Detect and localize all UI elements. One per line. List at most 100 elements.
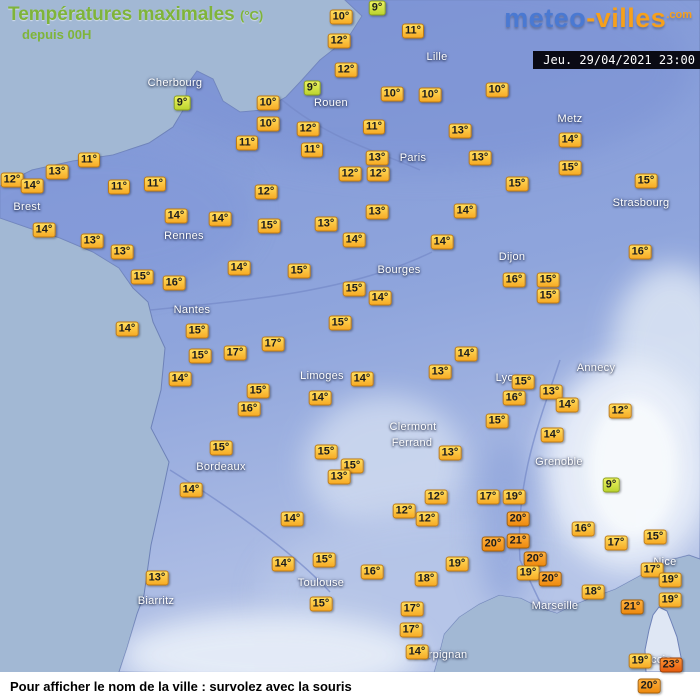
temp-label[interactable]: 20° <box>523 551 547 567</box>
temp-label[interactable]: 18° <box>581 584 605 600</box>
temp-label[interactable]: 14° <box>271 556 295 572</box>
temp-label[interactable]: 18° <box>414 571 438 587</box>
temp-label[interactable]: 14° <box>164 208 188 224</box>
temp-label[interactable]: 16° <box>237 401 261 417</box>
logo[interactable]: meteo-villes.com <box>504 3 692 34</box>
temp-label[interactable]: 10° <box>485 82 509 98</box>
temp-label[interactable]: 17° <box>400 601 424 617</box>
temp-label[interactable]: 19° <box>445 556 469 572</box>
temp-label[interactable]: 13° <box>145 570 169 586</box>
temp-label[interactable]: 16° <box>360 564 384 580</box>
temp-label[interactable]: 12° <box>366 166 390 182</box>
temp-label[interactable]: 15° <box>185 323 209 339</box>
temp-label[interactable]: 17° <box>604 535 628 551</box>
temp-label[interactable]: 14° <box>179 482 203 498</box>
temp-label[interactable]: 19° <box>516 565 540 581</box>
temp-label[interactable]: 13° <box>448 123 472 139</box>
temp-label[interactable]: 11° <box>362 119 386 135</box>
temp-label[interactable]: 14° <box>555 397 579 413</box>
temp-label[interactable]: 14° <box>454 346 478 362</box>
temp-label[interactable]: 16° <box>628 244 652 260</box>
temp-label[interactable]: 12° <box>392 503 416 519</box>
temp-label[interactable]: 19° <box>628 653 652 669</box>
temp-label[interactable]: 12° <box>338 166 362 182</box>
temp-label[interactable]: 20° <box>637 678 661 694</box>
temp-label[interactable]: 16° <box>571 521 595 537</box>
temp-label[interactable]: 14° <box>558 132 582 148</box>
temp-label[interactable]: 15° <box>246 383 270 399</box>
temp-label[interactable]: 10° <box>380 86 404 102</box>
temp-label[interactable]: 9° <box>303 80 321 96</box>
temp-label[interactable]: 17° <box>261 336 285 352</box>
temp-label[interactable]: 14° <box>227 260 251 276</box>
temp-label[interactable]: 20° <box>481 536 505 552</box>
temp-label[interactable]: 14° <box>280 511 304 527</box>
temp-label[interactable]: 13° <box>468 150 492 166</box>
temp-label[interactable]: 20° <box>506 511 530 527</box>
temp-label[interactable]: 12° <box>0 172 24 188</box>
temp-label[interactable]: 12° <box>415 511 439 527</box>
temp-label[interactable]: 11° <box>77 152 101 168</box>
temp-label[interactable]: 15° <box>485 413 509 429</box>
temp-label[interactable]: 15° <box>188 348 212 364</box>
temp-label[interactable]: 17° <box>223 345 247 361</box>
temp-label[interactable]: 21° <box>620 599 644 615</box>
temp-label[interactable]: 13° <box>327 469 351 485</box>
temp-label[interactable]: 11° <box>401 23 425 39</box>
temp-label[interactable]: 16° <box>502 390 526 406</box>
temp-label[interactable]: 13° <box>110 244 134 260</box>
temp-label[interactable]: 11° <box>235 135 259 151</box>
temp-label[interactable]: 16° <box>502 272 526 288</box>
temp-label[interactable]: 15° <box>536 288 560 304</box>
temp-label[interactable]: 17° <box>399 622 423 638</box>
temp-label[interactable]: 14° <box>115 321 139 337</box>
temp-label[interactable]: 14° <box>20 178 44 194</box>
temp-label[interactable]: 13° <box>428 364 452 380</box>
temp-label[interactable]: 12° <box>424 489 448 505</box>
temp-label[interactable]: 15° <box>328 315 352 331</box>
temp-label[interactable]: 15° <box>511 374 535 390</box>
temp-label[interactable]: 14° <box>32 222 56 238</box>
temp-label[interactable]: 10° <box>329 9 353 25</box>
temp-label[interactable]: 14° <box>368 290 392 306</box>
temp-label[interactable]: 16° <box>162 275 186 291</box>
temp-label[interactable]: 13° <box>80 233 104 249</box>
temp-label[interactable]: 19° <box>502 489 526 505</box>
temp-label[interactable]: 9° <box>602 477 620 493</box>
temp-label[interactable]: 14° <box>308 390 332 406</box>
weather-map[interactable] <box>0 0 700 677</box>
temp-label[interactable]: 10° <box>256 95 280 111</box>
temp-label[interactable]: 12° <box>334 62 358 78</box>
temp-label[interactable]: 15° <box>643 529 667 545</box>
temp-label[interactable]: 12° <box>254 184 278 200</box>
temp-label[interactable]: 10° <box>418 87 442 103</box>
temp-label[interactable]: 12° <box>608 403 632 419</box>
temp-label[interactable]: 17° <box>640 562 664 578</box>
temp-label[interactable]: 15° <box>558 160 582 176</box>
temp-label[interactable]: 14° <box>208 211 232 227</box>
temp-label[interactable]: 10° <box>256 116 280 132</box>
temp-label[interactable]: 14° <box>405 644 429 660</box>
temp-label[interactable]: 12° <box>296 121 320 137</box>
temp-label[interactable]: 9° <box>173 95 191 111</box>
temp-label[interactable]: 9° <box>368 0 386 16</box>
temp-label[interactable]: 13° <box>365 204 389 220</box>
temp-label[interactable]: 15° <box>209 440 233 456</box>
temp-label[interactable]: 21° <box>506 533 530 549</box>
temp-label[interactable]: 23° <box>659 657 683 673</box>
temp-label[interactable]: 15° <box>130 269 154 285</box>
temp-label[interactable]: 11° <box>143 176 167 192</box>
temp-label[interactable]: 12° <box>327 33 351 49</box>
temp-label[interactable]: 13° <box>45 164 69 180</box>
temp-label[interactable]: 15° <box>287 263 311 279</box>
temp-label[interactable]: 14° <box>168 371 192 387</box>
temp-label[interactable]: 15° <box>312 552 336 568</box>
temp-label[interactable]: 14° <box>430 234 454 250</box>
temp-label[interactable]: 14° <box>453 203 477 219</box>
temp-label[interactable]: 15° <box>314 444 338 460</box>
temp-label[interactable]: 14° <box>540 427 564 443</box>
temp-label[interactable]: 14° <box>350 371 374 387</box>
temp-label[interactable]: 15° <box>342 281 366 297</box>
temp-label[interactable]: 13° <box>438 445 462 461</box>
temp-label[interactable]: 14° <box>342 232 366 248</box>
